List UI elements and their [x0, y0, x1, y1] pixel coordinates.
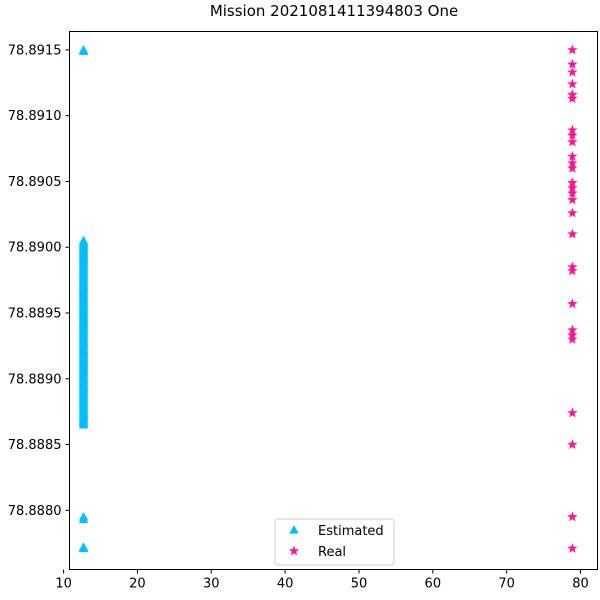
- x-tick-label: 70: [498, 577, 515, 592]
- y-axis: 78.8880 78.8885 78.8890 78.8895 78.8900 78.89…: [8, 43, 70, 519]
- legend-label-real: Real: [318, 545, 346, 560]
- x-tick-label: 50: [351, 577, 368, 592]
- legend: Estimated Real: [274, 518, 395, 566]
- x-tick-label: 10: [55, 577, 72, 592]
- real-point: [567, 93, 578, 104]
- real-point: [567, 162, 578, 173]
- y-tick-label: 78.8885: [8, 438, 62, 453]
- estimated-point: [78, 542, 89, 551]
- x-tick-label: 60: [425, 577, 442, 592]
- chart-title: Mission 2021081411394803 One: [210, 2, 458, 20]
- real-point: [567, 298, 578, 309]
- legend-triangle-icon: [289, 525, 299, 534]
- real-point: [567, 439, 578, 449]
- real-point: [567, 136, 578, 147]
- x-tick-label: 40: [277, 577, 294, 592]
- real-point: [567, 333, 578, 344]
- legend-marker-estimated: [289, 525, 299, 534]
- legend-star-icon: [288, 545, 300, 556]
- y-tick-label: 78.8905: [8, 175, 62, 190]
- y-tick-label: 78.8880: [8, 504, 62, 519]
- real-point: [567, 44, 578, 55]
- y-tick-label: 78.8915: [8, 43, 62, 58]
- real-point: [567, 228, 578, 239]
- y-tick-label: 78.8895: [8, 306, 62, 321]
- real-point: [567, 58, 578, 69]
- x-tick-label: 30: [203, 577, 220, 592]
- data-points: [78, 44, 578, 553]
- estimated-point: [78, 235, 89, 245]
- x-axis: 10 20 30 40 50 60 70 80: [55, 569, 589, 592]
- real-point: [567, 511, 578, 522]
- real-point: [567, 194, 578, 205]
- y-tick-label: 78.8890: [8, 372, 62, 387]
- real-point: [567, 207, 578, 218]
- estimated-point: [78, 514, 89, 524]
- real-point: [567, 265, 578, 276]
- legend-marker-real: [288, 545, 300, 556]
- real-point: [567, 66, 578, 77]
- real-point: [567, 542, 578, 553]
- x-tick-label: 80: [572, 577, 589, 592]
- real-point: [567, 78, 578, 89]
- plot-area-frame: [69, 31, 598, 570]
- estimated-point: [78, 45, 89, 54]
- x-tick-label: 20: [129, 577, 146, 592]
- legend-box: [274, 518, 395, 566]
- legend-label-estimated: Estimated: [318, 524, 384, 539]
- real-point: [567, 407, 578, 418]
- y-tick-label: 78.8900: [8, 241, 62, 256]
- y-tick-label: 78.8910: [8, 109, 62, 124]
